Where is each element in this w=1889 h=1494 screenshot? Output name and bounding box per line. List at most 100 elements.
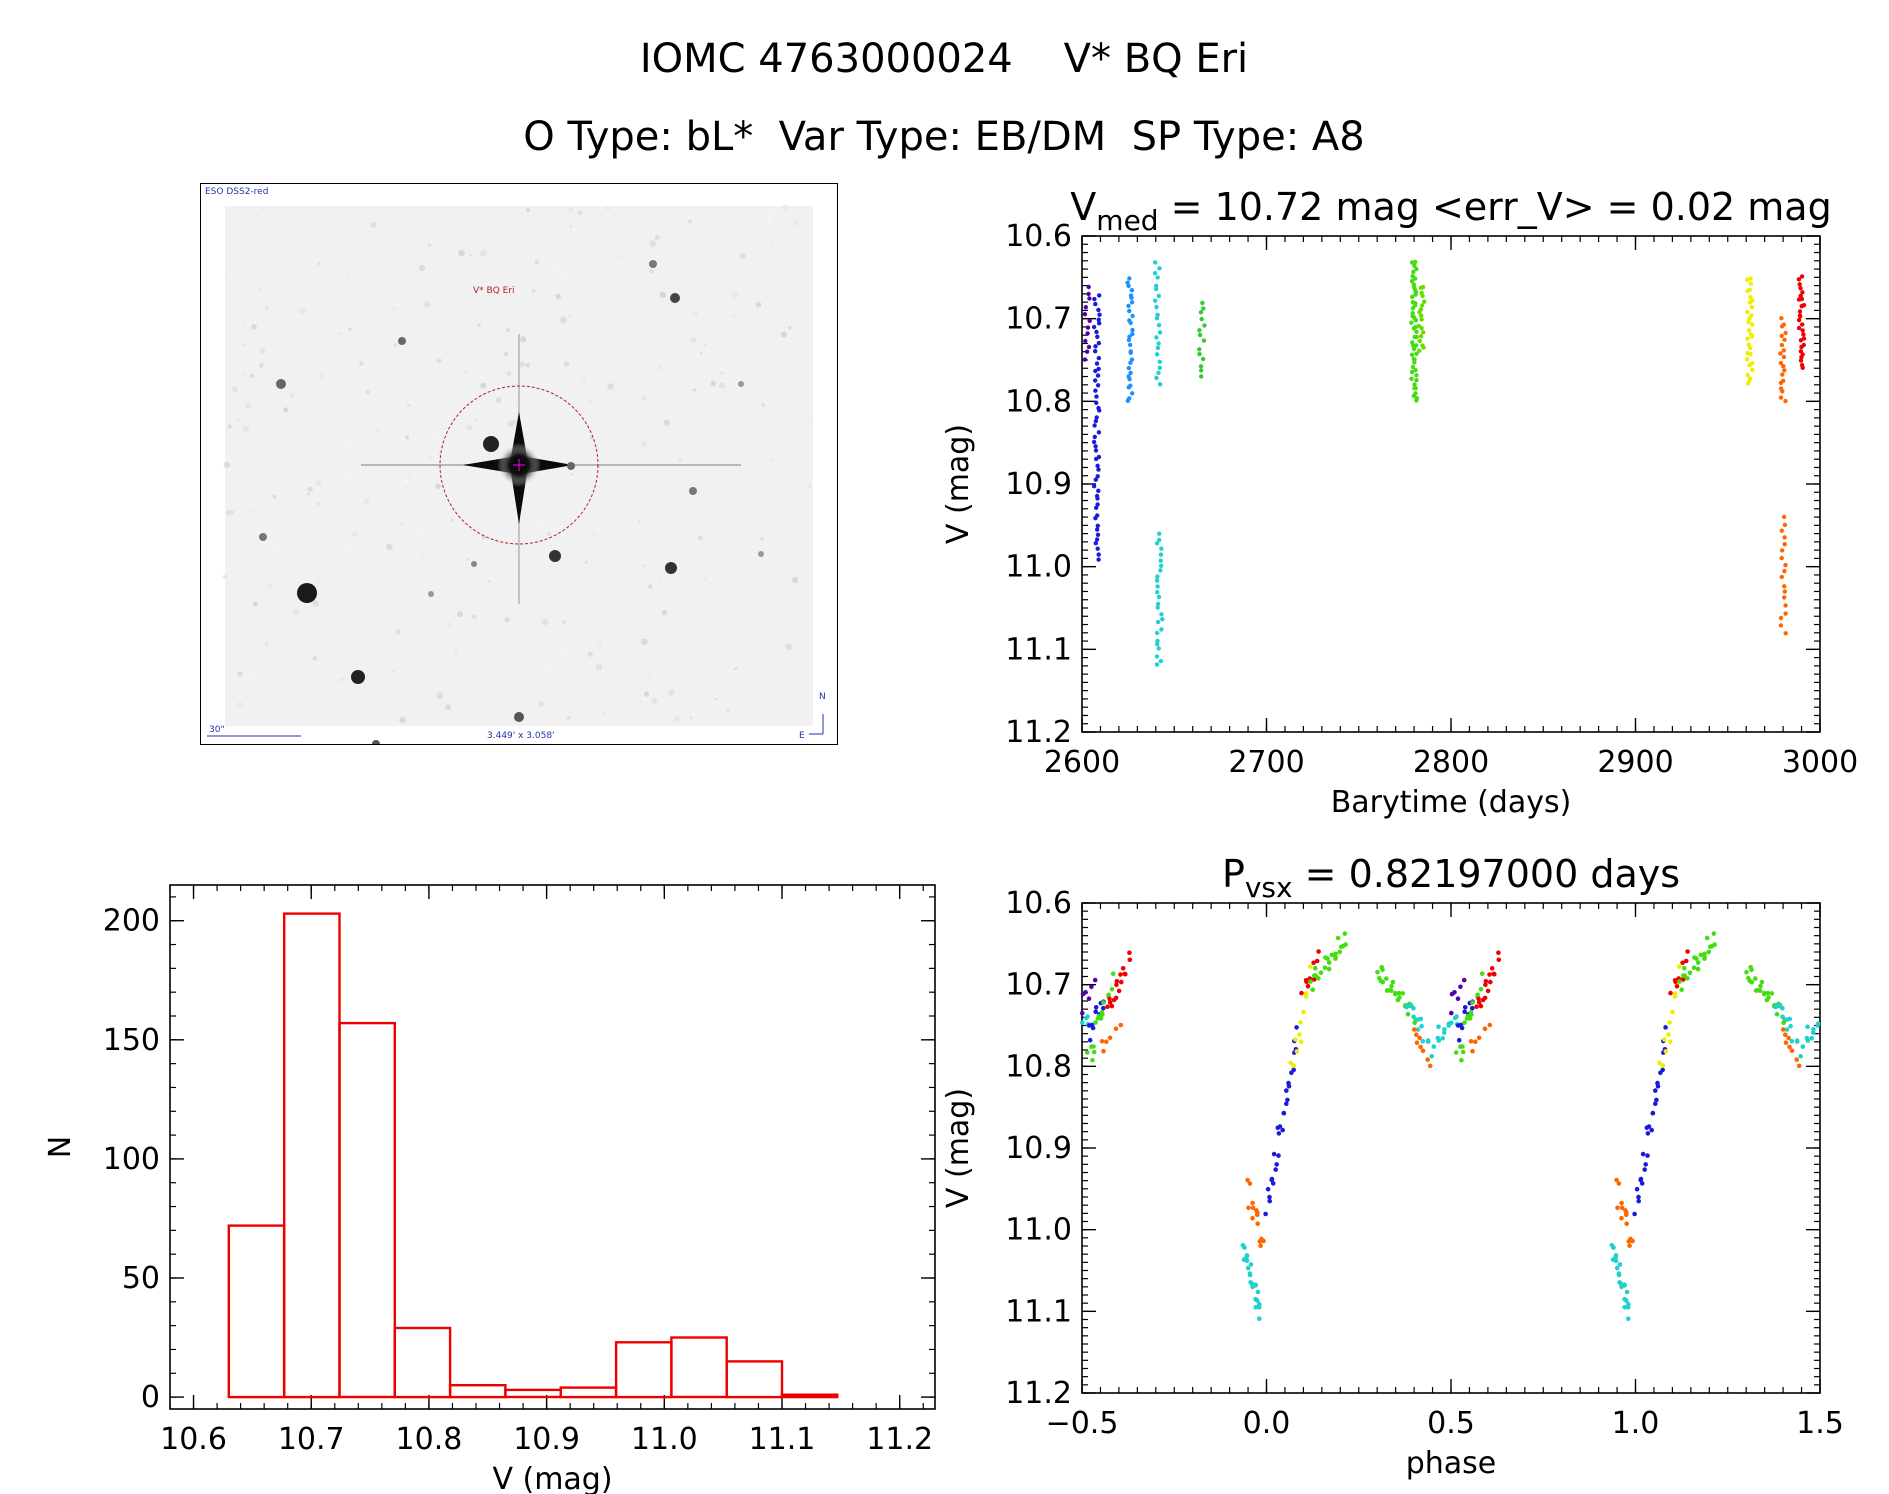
data-point xyxy=(1668,990,1673,996)
data-point xyxy=(1093,349,1098,354)
data-point xyxy=(1303,991,1309,996)
x-tick-label: 10.6 xyxy=(160,1422,227,1457)
data-point xyxy=(1113,1026,1119,1032)
data-point xyxy=(1487,1022,1493,1028)
data-point xyxy=(1496,957,1502,963)
data-point xyxy=(1614,1177,1619,1183)
data-point xyxy=(1154,304,1159,310)
x-tick-label: 11.1 xyxy=(749,1422,816,1457)
data-point xyxy=(1414,398,1419,403)
data-point xyxy=(1096,340,1102,346)
data-point xyxy=(1093,456,1099,462)
data-point xyxy=(1093,1009,1098,1015)
data-point xyxy=(1799,274,1805,279)
x-tick-label: 10.9 xyxy=(513,1422,580,1457)
data-point xyxy=(1667,1020,1672,1025)
y-axis-label: V (mag) xyxy=(941,1088,976,1208)
data-point xyxy=(1783,1032,1788,1037)
data-point xyxy=(1801,332,1806,337)
data-point xyxy=(1683,958,1689,964)
data-point xyxy=(1417,310,1422,315)
data-point xyxy=(1084,1050,1090,1055)
data-point xyxy=(1098,1016,1104,1021)
data-point xyxy=(1247,1272,1253,1278)
data-point xyxy=(1798,286,1803,291)
data-point xyxy=(1442,1027,1447,1032)
histogram-bar xyxy=(338,1021,396,1399)
data-point xyxy=(1257,1239,1263,1244)
data-point xyxy=(1155,605,1160,610)
data-point xyxy=(1130,313,1135,319)
data-point xyxy=(1097,293,1102,298)
data-point xyxy=(1127,377,1132,382)
data-point xyxy=(1158,658,1164,664)
data-point xyxy=(1800,1044,1806,1049)
data-point xyxy=(1263,1211,1268,1217)
data-point xyxy=(1488,979,1493,985)
data-point xyxy=(1747,362,1752,368)
data-point xyxy=(1617,1262,1623,1267)
data-point xyxy=(1154,578,1160,583)
data-point xyxy=(1624,1298,1629,1303)
data-point xyxy=(1687,970,1693,975)
data-point xyxy=(1400,991,1406,996)
data-point xyxy=(1636,1194,1641,1200)
data-point xyxy=(1267,1198,1272,1204)
data-point xyxy=(1086,284,1091,290)
x-tick-label: 2900 xyxy=(1597,745,1673,780)
data-point xyxy=(1250,1205,1256,1211)
data-point xyxy=(1677,964,1682,969)
data-point xyxy=(1091,484,1097,489)
data-point xyxy=(1667,1039,1673,1044)
data-point xyxy=(1682,973,1687,978)
data-point xyxy=(1698,952,1704,958)
data-point xyxy=(1380,979,1386,985)
light-curve-chart: 2600 2700 2800 2900 3000 10.6 10.7 10.8 10.9 11.0… xyxy=(941,185,1858,820)
data-point xyxy=(1414,373,1419,378)
data-point xyxy=(1201,338,1207,343)
data-point xyxy=(1787,1044,1792,1050)
data-point xyxy=(1418,1044,1423,1050)
data-point xyxy=(1095,527,1100,532)
data-point xyxy=(1799,355,1804,360)
data-point xyxy=(1090,1057,1095,1063)
target-label: V* BQ Eri xyxy=(473,286,515,296)
data-point xyxy=(1157,365,1163,370)
data-point xyxy=(1749,967,1754,973)
target-circle xyxy=(439,385,599,545)
data-point xyxy=(1329,952,1335,958)
data-point xyxy=(1248,1280,1253,1285)
fov-label: 3.449' x 3.058' xyxy=(487,731,555,741)
data-point xyxy=(1778,380,1784,386)
data-point xyxy=(1250,1200,1255,1206)
data-point xyxy=(1159,627,1164,632)
data-point xyxy=(1409,260,1415,265)
data-point xyxy=(1153,286,1159,292)
data-point xyxy=(1127,334,1132,339)
data-point xyxy=(1116,988,1122,994)
data-point xyxy=(1411,269,1416,275)
data-point xyxy=(1765,990,1771,996)
data-point xyxy=(1649,1127,1654,1133)
data-point xyxy=(1786,1035,1791,1041)
data-point xyxy=(1781,348,1787,353)
data-point xyxy=(1409,294,1415,300)
data-point xyxy=(1110,971,1116,976)
data-point xyxy=(1810,1030,1816,1035)
data-point xyxy=(1748,352,1753,357)
data-point xyxy=(1468,1039,1474,1044)
data-point xyxy=(1797,282,1802,287)
data-point xyxy=(1781,514,1787,520)
data-point xyxy=(1778,615,1784,621)
x-tick-label: 0.5 xyxy=(1427,1406,1475,1441)
data-point xyxy=(1284,1101,1289,1106)
data-point xyxy=(1255,1289,1261,1295)
data-point xyxy=(1154,630,1160,636)
data-point xyxy=(1449,1020,1454,1025)
data-point xyxy=(1154,283,1159,288)
data-point xyxy=(1422,299,1427,304)
data-point xyxy=(1127,950,1132,955)
data-point xyxy=(1805,1038,1811,1043)
data-point xyxy=(1746,328,1752,333)
data-point xyxy=(1419,1023,1424,1029)
